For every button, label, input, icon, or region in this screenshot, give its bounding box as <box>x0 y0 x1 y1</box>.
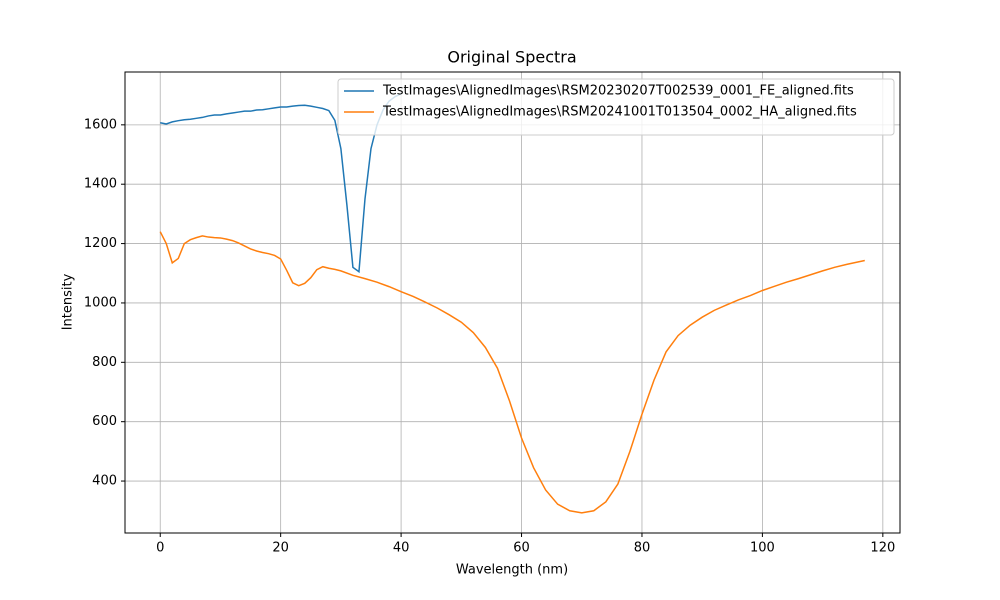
x-tick-label: 20 <box>272 541 289 556</box>
x-tick-label: 80 <box>634 541 651 556</box>
x-tick-label: 0 <box>156 541 164 556</box>
x-tick-label: 120 <box>870 541 895 556</box>
x-tick-label: 100 <box>750 541 775 556</box>
y-tick-label: 1600 <box>84 117 117 132</box>
x-axis-label: Wavelength (nm) <box>456 563 568 578</box>
legend-label: TestImages\AlignedImages\RSM20241001T013… <box>382 105 857 120</box>
y-tick-label: 400 <box>92 474 117 489</box>
x-tick-label: 60 <box>513 541 530 556</box>
series-line <box>159 231 865 514</box>
plot-frame <box>124 71 901 534</box>
ticks: 0 20 40 60 80 100 120 400 600 800 1000 1200 1400 1600 <box>84 117 895 555</box>
legend: TestImages\AlignedImages\RSM20230207T002… <box>337 78 895 136</box>
y-tick-label: 600 <box>92 414 117 429</box>
y-tick-label: 1400 <box>84 177 117 192</box>
y-tick-label: 800 <box>92 355 117 370</box>
series-line <box>160 92 402 274</box>
legend-label: TestImages\AlignedImages\RSM20230207T002… <box>382 84 854 99</box>
y-axis-label: Intensity <box>61 273 76 330</box>
grid <box>125 72 900 533</box>
y-tick-label: 1200 <box>84 236 117 251</box>
y-tick-label: 1000 <box>84 295 117 310</box>
x-tick-label: 40 <box>393 541 410 556</box>
lines <box>159 92 865 514</box>
legend-box <box>337 78 895 136</box>
chart-title: Original Spectra <box>447 48 576 67</box>
